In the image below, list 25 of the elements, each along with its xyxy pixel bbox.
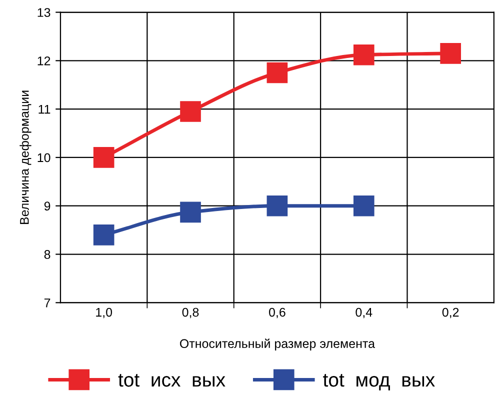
point <box>353 44 374 66</box>
point <box>266 62 288 84</box>
y-tick-label: 12 <box>38 56 50 66</box>
point <box>93 224 114 246</box>
x-tick-label: 0,4 <box>356 308 372 318</box>
x-tick-label: 1,0 <box>96 308 112 318</box>
y-axis-title: Величина деформации <box>20 90 32 224</box>
point <box>353 195 374 216</box>
x-tick-label: 0,6 <box>269 308 286 318</box>
y-tick-label: 13 <box>38 8 50 17</box>
point <box>180 202 201 223</box>
y-tick-label: 11 <box>38 104 50 114</box>
x-tick-label: 0,2 <box>442 308 459 318</box>
point <box>440 42 461 64</box>
y-tick-label: 9 <box>44 202 50 211</box>
y-tick-label: 7 <box>44 298 50 308</box>
x-axis-title: Относительный размер элемента <box>180 338 375 350</box>
y-tick-label: 8 <box>44 250 50 259</box>
point <box>180 101 201 122</box>
x-tick-label: 0,8 <box>182 308 199 318</box>
legend-label: tot мод вых <box>323 374 435 390</box>
y-tick-label: 10 <box>38 153 50 162</box>
point <box>93 147 114 168</box>
point <box>266 195 288 216</box>
legend-label: tot исх вых <box>118 374 226 387</box>
